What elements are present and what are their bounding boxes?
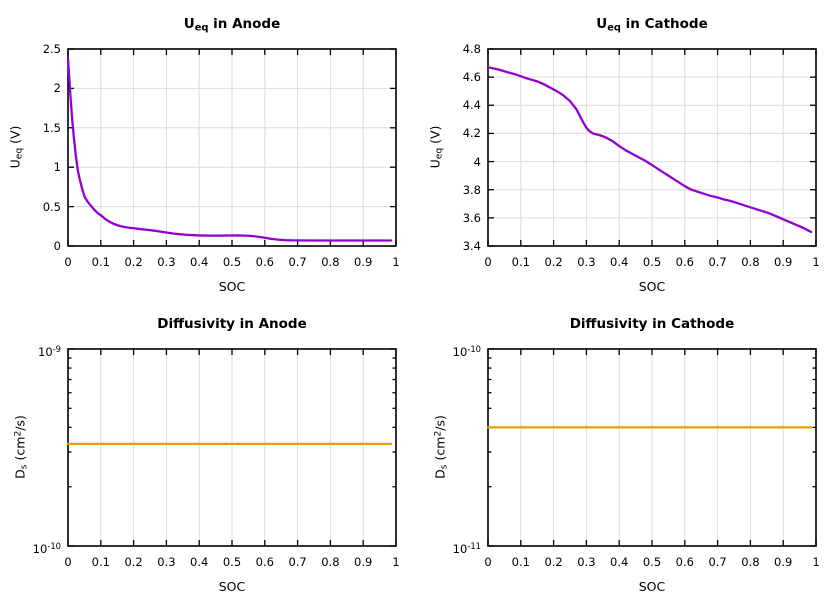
x-tick-label: 0: [484, 255, 492, 269]
subplot-diffusivity-anode: Diffusivity in Anode Ds (cm2/s) SOC 0 0.1…: [0, 300, 420, 600]
y-tick-label: 3.4: [462, 239, 481, 253]
x-tick-label: 0.6: [675, 255, 694, 269]
x-tick-label: 0.5: [642, 255, 662, 269]
x-tick-label: 1: [812, 255, 820, 269]
x-tick-label: 0.2: [124, 255, 143, 269]
grid-lines: [520, 349, 784, 546]
x-tick-label: 1: [392, 255, 400, 269]
x-tick-label: 0.9: [774, 555, 793, 569]
y-tick-label: 10-10: [452, 344, 481, 359]
grid-lines: [100, 349, 364, 546]
x-tick-label: 0.6: [675, 555, 694, 569]
x-tick-label: 0.7: [708, 255, 727, 269]
x-tick-label: 0.4: [610, 255, 629, 269]
y-tick-label: 4.6: [462, 70, 481, 85]
y-tick-label: 3.8: [462, 182, 481, 197]
grid-lines: [488, 49, 816, 246]
x-tick-label: 0.3: [577, 255, 596, 269]
y-tick-label: 0: [53, 239, 61, 253]
x-tick-label: 0.2: [124, 555, 143, 569]
x-tick-label: 0.2: [544, 255, 563, 269]
y-tick-label: 3.6: [462, 210, 481, 225]
x-tick-label: 0.7: [708, 555, 727, 569]
y-tick-label: 4.8: [462, 42, 481, 56]
x-axis-label: SOC: [218, 279, 246, 294]
y-tick-label: 4.2: [462, 126, 481, 141]
x-tick-label: 0.9: [354, 555, 373, 569]
y-tick-label: 2: [53, 81, 61, 96]
plot-area: [66, 348, 397, 547]
x-tick-label: 0.3: [157, 555, 176, 569]
y-tick-label: 10-11: [452, 541, 481, 556]
plot-title: Diffusivity in Anode: [157, 316, 307, 332]
x-tick-label: 1: [812, 555, 820, 569]
x-tick-label: 0.2: [544, 555, 563, 569]
x-tick-label: 0.7: [288, 255, 307, 269]
x-tick-label: 0.5: [222, 255, 242, 269]
axis-box: [67, 348, 397, 547]
axis-box: [487, 348, 817, 547]
plot-area: [486, 348, 817, 547]
x-tick-label: 0.3: [157, 255, 176, 269]
x-tick-label: 0: [64, 255, 72, 269]
x-axis-label: SOC: [638, 279, 666, 294]
x-tick-label: 0.4: [610, 555, 629, 569]
x-tick-label: 0.5: [642, 555, 662, 569]
x-axis-label: SOC: [638, 579, 666, 594]
y-tick-label: 1: [53, 160, 61, 175]
plot-title: Ueq in Cathode: [596, 16, 708, 34]
curve-ueq-anode: [66, 57, 393, 242]
x-tick-label: 0.8: [321, 255, 340, 269]
x-tick-label: 0.3: [577, 555, 596, 569]
subplot-ueq-cathode: Ueq in Cathode Ueq (V) SOC 0 0.1 0.2 0.3 0.4…: [420, 0, 840, 300]
y-tick-label: 4.4: [462, 98, 481, 113]
y-tick-label: 1.5: [42, 120, 61, 135]
x-tick-label: 0.1: [91, 255, 110, 269]
axis-box: [487, 48, 817, 247]
axis-box: [67, 48, 397, 247]
plot-title: Diffusivity in Cathode: [569, 316, 735, 332]
x-tick-label: 0.9: [774, 255, 793, 269]
x-tick-label: 0.4: [190, 255, 209, 269]
y-tick-label: 10-9: [38, 344, 61, 359]
x-tick-label: 0.1: [511, 555, 530, 569]
grid-lines: [68, 49, 396, 246]
y-tick-label: 0.5: [42, 199, 61, 214]
x-tick-label: 0.6: [255, 555, 274, 569]
x-tick-label: 0.8: [741, 255, 760, 269]
x-tick-label: 0.4: [190, 555, 209, 569]
x-tick-label: 0.8: [321, 555, 340, 569]
x-tick-label: 0.1: [511, 255, 530, 269]
x-tick-label: 1: [392, 555, 400, 569]
plot-area: [486, 48, 817, 247]
x-axis-label: SOC: [218, 579, 246, 594]
y-tick-label: 2.5: [42, 42, 61, 56]
curve-ueq-cathode: [486, 66, 813, 234]
x-tick-label: 0: [484, 555, 492, 569]
plot-area: [66, 48, 397, 247]
subplot-ueq-anode: Ueq in Anode Ueq (V) SOC 0 0.1 0.2 0.3 0.4 0.…: [0, 0, 420, 300]
plot-title: Ueq in Anode: [183, 16, 281, 34]
x-tick-label: 0: [64, 555, 72, 569]
x-tick-label: 0.9: [354, 255, 373, 269]
x-tick-label: 0.5: [222, 555, 242, 569]
x-tick-label: 0.7: [288, 555, 307, 569]
x-tick-label: 0.6: [255, 255, 274, 269]
y-tick-label: 4: [473, 154, 481, 169]
x-tick-label: 0.8: [741, 555, 760, 569]
x-tick-label: 0.1: [91, 555, 110, 569]
y-tick-label: 10-10: [32, 541, 61, 556]
